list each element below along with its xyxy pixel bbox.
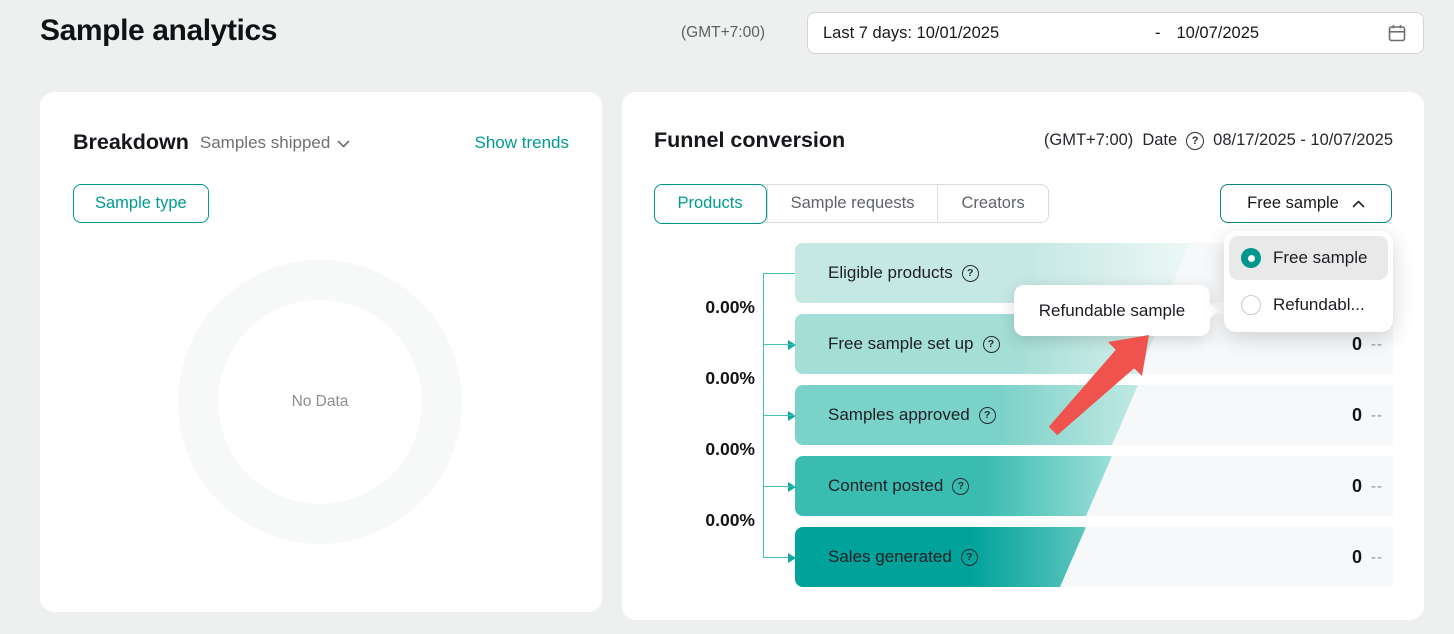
stage-help-icon[interactable]: ?: [961, 549, 978, 566]
funnel-value: 0: [1351, 546, 1362, 567]
tab-products[interactable]: Products: [653, 183, 767, 224]
funnel-value: 0: [1351, 333, 1362, 354]
radio-unselected-icon: [1241, 295, 1261, 315]
funnel-value: 0: [1351, 404, 1362, 425]
metric-selector-label: Samples shipped: [199, 132, 331, 152]
stage-help-icon[interactable]: ?: [962, 265, 979, 282]
funnel-date-label: Date: [1142, 131, 1178, 149]
option-label: Free sample: [1273, 248, 1368, 267]
conversion-label: 0.00%: [705, 297, 755, 317]
option-label: Refundabl...: [1273, 295, 1365, 314]
tab-sample-requests[interactable]: Sample requests: [766, 185, 938, 222]
funnel-title: Funnel conversion: [654, 128, 846, 152]
tab-creators[interactable]: Creators: [937, 185, 1047, 222]
sample-dropdown-panel: Free sample Refundabl...: [1224, 231, 1393, 332]
donut-chart: No Data: [178, 260, 462, 544]
funnel-rate: --: [1371, 406, 1383, 424]
calendar-icon[interactable]: [1386, 22, 1408, 44]
no-data-label: No Data: [291, 393, 349, 410]
page-title: Sample analytics: [40, 14, 278, 47]
funnel-bar-label: Content posted: [828, 476, 944, 495]
conversion-label: 0.00%: [705, 439, 755, 459]
funnel-date-range: 08/17/2025 - 10/07/2025: [1213, 131, 1393, 149]
chevron-up-icon: [1352, 194, 1365, 213]
funnel-rate: --: [1371, 477, 1383, 495]
connector-line: [763, 486, 796, 562]
date-range-separator: -: [1155, 23, 1161, 42]
show-trends-link[interactable]: Show trends: [474, 132, 570, 152]
funnel-card: Funnel conversion (GMT+7:00) Date ? 08/1…: [622, 92, 1424, 620]
connector-line: [763, 344, 796, 420]
option-free-sample[interactable]: Free sample: [1229, 236, 1388, 280]
funnel-tab-group: Products Sample requests Creators: [653, 183, 1049, 224]
date-range-picker[interactable]: Last 7 days: 10/01/2025 - 10/07/2025: [807, 12, 1424, 54]
option-refundable-sample[interactable]: Refundabl...: [1229, 283, 1388, 327]
tooltip-text: Refundable sample: [1038, 300, 1186, 320]
funnel-timezone-label: (GMT+7:00): [1043, 131, 1134, 149]
funnel-value: 0: [1351, 475, 1362, 496]
metric-selector[interactable]: Samples shipped: [200, 133, 350, 153]
breakdown-title: Breakdown: [73, 130, 189, 154]
chevron-down-icon: [337, 133, 350, 153]
breakdown-card: Breakdown Samples shipped Show trends Sa…: [40, 92, 602, 612]
funnel-bar-label: Eligible products: [828, 263, 953, 282]
date-range-start[interactable]: Last 7 days: 10/01/2025: [823, 23, 1000, 42]
radio-selected-icon: [1241, 248, 1261, 268]
connector-line: [763, 273, 796, 349]
conversion-label: 0.00%: [705, 368, 755, 388]
funnel-bar-label: Samples approved: [828, 405, 970, 424]
funnel-bar-label: Sales generated: [828, 547, 952, 566]
timezone-label: (GMT+7:00): [681, 24, 765, 41]
date-help-icon[interactable]: ?: [1186, 131, 1205, 150]
date-range-end[interactable]: 10/07/2025: [1176, 23, 1260, 42]
sample-dropdown-button[interactable]: Free sample: [1220, 184, 1392, 223]
connector-line: [763, 415, 796, 491]
funnel-bar-label: Free sample set up: [828, 334, 974, 353]
annotation-arrow: [1048, 335, 1149, 436]
stage-help-icon[interactable]: ?: [952, 478, 969, 495]
funnel-bar: Content posted?: [795, 456, 1112, 516]
funnel-rate: --: [1371, 548, 1383, 566]
conversion-label: 0.00%: [705, 510, 755, 530]
sample-dropdown-value: Free sample: [1247, 194, 1339, 212]
funnel-bar: Sales generated?: [795, 527, 1086, 587]
tooltip: Refundable sample: [1014, 285, 1219, 336]
funnel-rate: --: [1371, 335, 1383, 353]
stage-help-icon[interactable]: ?: [979, 407, 996, 424]
sample-type-button[interactable]: Sample type: [73, 184, 209, 223]
stage-help-icon[interactable]: ?: [983, 336, 1000, 353]
